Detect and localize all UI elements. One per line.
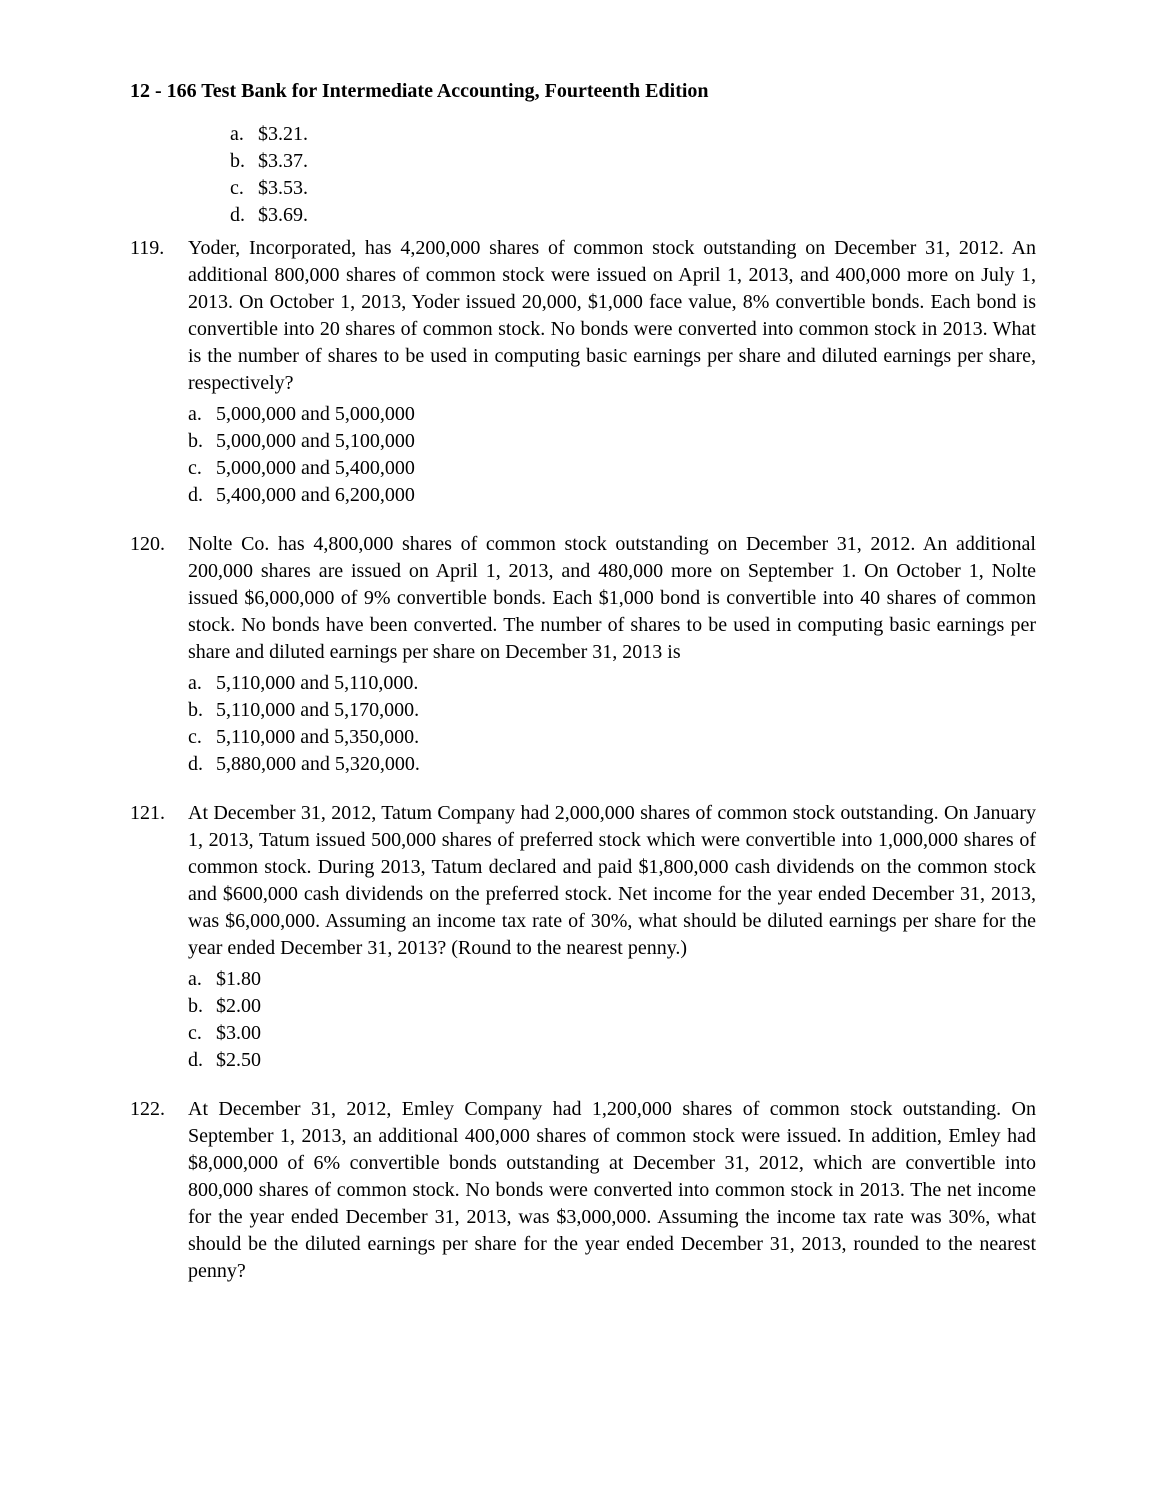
- option-letter: a.: [188, 401, 216, 428]
- option-c: c.$3.00: [188, 1020, 1036, 1047]
- option-letter: b.: [188, 428, 216, 455]
- option-letter: c.: [188, 724, 216, 751]
- question-options: a.5,110,000 and 5,110,000. b.5,110,000 a…: [188, 670, 1036, 778]
- option-text: 5,000,000 and 5,000,000: [216, 401, 415, 428]
- question-122: 122. At December 31, 2012, Emley Company…: [130, 1096, 1036, 1289]
- question-body: At December 31, 2012, Tatum Company had …: [188, 800, 1036, 1074]
- option-text: 5,000,000 and 5,400,000: [216, 455, 415, 482]
- question-options: a.5,000,000 and 5,000,000 b.5,000,000 an…: [188, 401, 1036, 509]
- option-a: a.5,000,000 and 5,000,000: [188, 401, 1036, 428]
- option-c: c. $3.53.: [230, 175, 1036, 202]
- option-text: $2.00: [216, 993, 261, 1020]
- option-text: $3.69.: [258, 202, 308, 229]
- question-text: Yoder, Incorporated, has 4,200,000 share…: [188, 235, 1036, 397]
- question-119: 119. Yoder, Incorporated, has 4,200,000 …: [130, 235, 1036, 509]
- question-body: At December 31, 2012, Emley Company had …: [188, 1096, 1036, 1289]
- option-letter: d.: [188, 1047, 216, 1074]
- option-text: 5,110,000 and 5,170,000.: [216, 697, 419, 724]
- option-a: a. $3.21.: [230, 121, 1036, 148]
- option-text: $3.53.: [258, 175, 308, 202]
- option-letter: c.: [188, 455, 216, 482]
- option-a: a.5,110,000 and 5,110,000.: [188, 670, 1036, 697]
- option-letter: d.: [230, 202, 258, 229]
- option-letter: a.: [188, 966, 216, 993]
- question-text: At December 31, 2012, Emley Company had …: [188, 1096, 1036, 1285]
- option-d: d.5,400,000 and 6,200,000: [188, 482, 1036, 509]
- question-number: 122.: [130, 1096, 188, 1289]
- option-text: 5,400,000 and 6,200,000: [216, 482, 415, 509]
- option-text: 5,110,000 and 5,110,000.: [216, 670, 418, 697]
- option-b: b.5,000,000 and 5,100,000: [188, 428, 1036, 455]
- option-letter: b.: [188, 993, 216, 1020]
- option-letter: b.: [230, 148, 258, 175]
- option-b: b.5,110,000 and 5,170,000.: [188, 697, 1036, 724]
- document-page: 12 - 166 Test Bank for Intermediate Acco…: [0, 0, 1156, 1496]
- orphan-options-block: a. $3.21. b. $3.37. c. $3.53. d. $3.69.: [230, 121, 1036, 229]
- option-c: c.5,000,000 and 5,400,000: [188, 455, 1036, 482]
- question-options: a.$1.80 b.$2.00 c.$3.00 d.$2.50: [188, 966, 1036, 1074]
- option-text: $3.00: [216, 1020, 261, 1047]
- question-text: Nolte Co. has 4,800,000 shares of common…: [188, 531, 1036, 666]
- option-text: $2.50: [216, 1047, 261, 1074]
- option-letter: c.: [230, 175, 258, 202]
- question-body: Yoder, Incorporated, has 4,200,000 share…: [188, 235, 1036, 509]
- option-b: b. $3.37.: [230, 148, 1036, 175]
- option-letter: a.: [230, 121, 258, 148]
- question-body: Nolte Co. has 4,800,000 shares of common…: [188, 531, 1036, 778]
- option-letter: a.: [188, 670, 216, 697]
- option-d: d.5,880,000 and 5,320,000.: [188, 751, 1036, 778]
- option-text: 5,000,000 and 5,100,000: [216, 428, 415, 455]
- page-header: 12 - 166 Test Bank for Intermediate Acco…: [130, 80, 1036, 103]
- option-letter: c.: [188, 1020, 216, 1047]
- option-b: b.$2.00: [188, 993, 1036, 1020]
- option-text: $3.21.: [258, 121, 308, 148]
- option-c: c.5,110,000 and 5,350,000.: [188, 724, 1036, 751]
- question-number: 121.: [130, 800, 188, 1074]
- question-number: 119.: [130, 235, 188, 509]
- option-letter: d.: [188, 751, 216, 778]
- question-number: 120.: [130, 531, 188, 778]
- question-121: 121. At December 31, 2012, Tatum Company…: [130, 800, 1036, 1074]
- option-text: $1.80: [216, 966, 261, 993]
- question-text: At December 31, 2012, Tatum Company had …: [188, 800, 1036, 962]
- question-120: 120. Nolte Co. has 4,800,000 shares of c…: [130, 531, 1036, 778]
- option-d: d. $3.69.: [230, 202, 1036, 229]
- option-text: 5,110,000 and 5,350,000.: [216, 724, 419, 751]
- option-letter: b.: [188, 697, 216, 724]
- option-text: 5,880,000 and 5,320,000.: [216, 751, 420, 778]
- option-letter: d.: [188, 482, 216, 509]
- option-text: $3.37.: [258, 148, 308, 175]
- option-d: d.$2.50: [188, 1047, 1036, 1074]
- option-a: a.$1.80: [188, 966, 1036, 993]
